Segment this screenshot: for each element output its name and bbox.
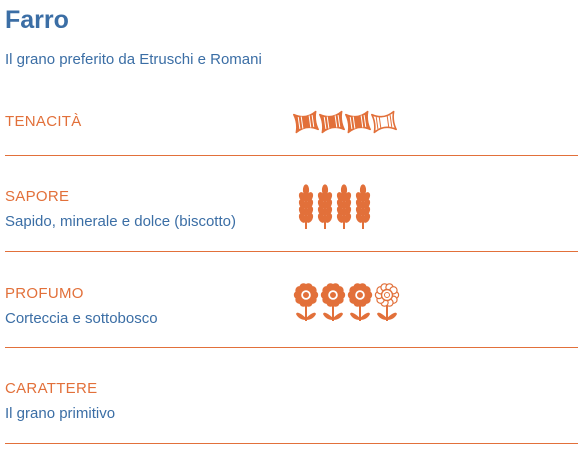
wheat-grain <box>324 213 333 223</box>
pasta-ridge <box>337 115 341 128</box>
pasta-ridge <box>389 115 393 128</box>
flower-core <box>330 292 336 298</box>
title: Farro <box>5 6 69 34</box>
pasta-icon <box>293 110 319 134</box>
wheat-icon <box>336 184 352 229</box>
wheat-grain <box>317 213 326 223</box>
wheat-grain <box>321 184 329 196</box>
pasta-ridge <box>311 115 315 128</box>
rating <box>293 283 400 321</box>
row-label: CARATTERE <box>5 380 97 397</box>
pasta-icon <box>345 110 371 134</box>
flower-leaf <box>323 312 343 320</box>
pasta-shape <box>319 110 345 134</box>
wheat-grain <box>305 213 314 223</box>
subtitle: Il grano preferito da Etruschi e Romani <box>5 51 262 68</box>
wheat-grain <box>336 213 345 223</box>
flower-icon <box>293 283 319 321</box>
wheat-grain <box>359 184 367 196</box>
flower-core <box>357 292 363 298</box>
flower-leaf <box>296 312 316 320</box>
flower-core <box>303 292 309 298</box>
pasta-ridge <box>323 116 327 129</box>
wheat-icon <box>355 184 371 229</box>
pasta-ridge <box>363 115 367 128</box>
row-label: SAPORE <box>5 188 69 205</box>
wheat-grain <box>298 213 307 223</box>
pasta-ridge <box>349 116 353 129</box>
pasta-ridge <box>360 115 364 128</box>
pasta-shape <box>345 110 371 134</box>
wheat-icon <box>298 184 314 229</box>
flower-icon <box>320 283 346 321</box>
pasta-ridge <box>378 116 382 129</box>
pasta-ridge <box>326 116 330 129</box>
pasta-ridge <box>308 115 312 128</box>
pasta-shape <box>371 110 397 134</box>
row-label: TENACITÀ <box>5 113 82 130</box>
flower-leaf <box>350 312 370 320</box>
wheat-icon <box>317 184 333 229</box>
wheat-grain <box>340 184 348 196</box>
flower-icon <box>374 283 400 321</box>
pasta-icon <box>371 110 397 134</box>
pasta-ridge <box>334 115 338 128</box>
flower-leaf <box>377 312 397 320</box>
row-description: Corteccia e sottobosco <box>5 310 158 327</box>
wheat-grain <box>362 213 371 223</box>
pasta-ridge <box>297 116 301 129</box>
wheat-grain <box>343 213 352 223</box>
row-label: PROFUMO <box>5 285 84 302</box>
row-description: Sapido, minerale e dolce (biscotto) <box>5 213 236 230</box>
pasta-ridge <box>300 116 304 129</box>
pasta-ridge <box>352 116 356 129</box>
flower-icon <box>347 283 373 321</box>
pasta-ridge <box>386 115 390 128</box>
flower-core <box>384 292 390 298</box>
pasta-shape <box>293 110 319 134</box>
wheat-grain <box>302 184 310 196</box>
rating <box>298 184 371 229</box>
pasta-icon <box>319 110 345 134</box>
wheat-grain <box>355 213 364 223</box>
rating <box>293 110 397 134</box>
pasta-ridge <box>375 116 379 129</box>
row-description: Il grano primitivo <box>5 405 115 422</box>
